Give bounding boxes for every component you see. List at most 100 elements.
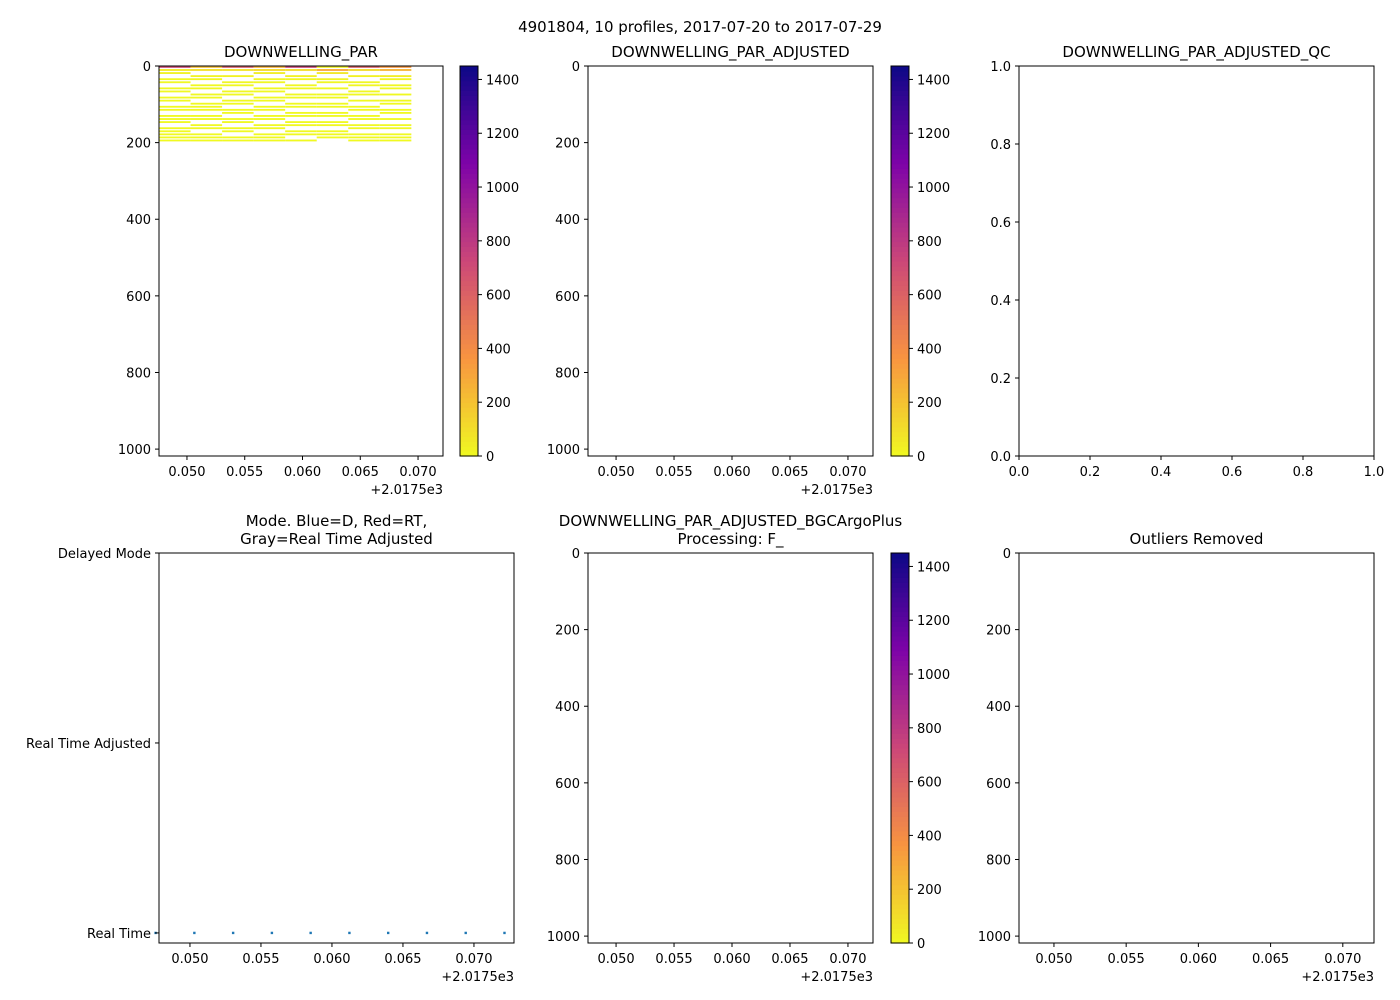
x-tick-label: 0.065 <box>771 465 808 480</box>
data-point <box>309 931 312 935</box>
colorbar-tick-label: 1000 <box>917 668 950 683</box>
colorbar-segment <box>460 183 478 189</box>
colorbar-segment <box>891 679 909 686</box>
colorbar-segment <box>891 387 909 394</box>
heatmap-cell <box>190 84 223 87</box>
colorbar-segment <box>460 275 478 282</box>
colorbar-segment <box>460 343 478 350</box>
heatmap-cell <box>348 127 380 130</box>
heatmap-cell <box>379 136 412 139</box>
colorbar-segment <box>460 353 478 360</box>
colorbar-segment <box>891 153 909 160</box>
colorbar-segment <box>891 378 909 384</box>
heatmap-cell <box>379 93 412 96</box>
colorbar-segment <box>891 660 909 666</box>
axes-title: DOWNWELLING_PAR_ADJUSTED_QC <box>1062 43 1330 62</box>
x-tick-label: 0.065 <box>342 465 379 480</box>
colorbar-segment <box>460 109 478 116</box>
heatmap-cell <box>159 78 191 81</box>
colorbar-segment <box>460 241 478 247</box>
colorbar-segment <box>891 874 909 881</box>
heatmap-cell <box>253 99 286 102</box>
heatmap-cell <box>190 75 223 78</box>
colorbar-segment <box>891 202 909 208</box>
colorbar-segment <box>460 202 478 208</box>
colorbar-segment <box>891 553 909 559</box>
colorbar-segment <box>891 933 909 939</box>
heatmap-cell <box>253 115 286 117</box>
colorbar-segment <box>891 119 909 126</box>
heatmap-cell <box>159 136 191 139</box>
colorbar-segment <box>891 139 909 145</box>
heatmap-cell <box>253 105 286 108</box>
heatmap-cell <box>159 96 191 99</box>
colorbar-segment <box>891 100 909 106</box>
data-point <box>503 931 506 935</box>
colorbar-tick-label: 800 <box>917 722 942 737</box>
colorbar-segment <box>460 192 478 199</box>
colorbar-segment <box>891 592 909 598</box>
colorbar-segment <box>891 402 909 408</box>
heatmap-cell <box>316 81 349 84</box>
colorbar-segment <box>460 100 478 106</box>
heatmap-cell <box>285 115 317 117</box>
colorbar-segment <box>891 582 909 588</box>
colorbar-segment <box>891 280 909 286</box>
heatmap-cell <box>285 69 317 71</box>
heatmap-cell <box>316 93 349 96</box>
axes-par_adj: DOWNWELLING_PAR_ADJUSTED 0.050 0.055 0.060 0… <box>547 43 950 498</box>
colorbar-segment <box>460 207 478 213</box>
heatmap-cell <box>159 121 191 124</box>
colorbar-tick-label: 1000 <box>917 181 950 196</box>
x-tick-label: 0.050 <box>171 952 208 967</box>
colorbar-segment <box>460 119 478 126</box>
heatmap-cell <box>253 72 286 74</box>
y-tick-label: Delayed Mode <box>58 547 151 562</box>
colorbar-segment <box>891 363 909 369</box>
axes-title: DOWNWELLING_PAR <box>224 43 378 62</box>
colorbar-segment <box>891 557 909 564</box>
heatmap-cell <box>316 121 349 124</box>
colorbar-segment <box>460 80 478 87</box>
heatmap-cell <box>316 115 349 117</box>
colorbar-segment <box>891 782 909 788</box>
colorbar-segment <box>891 835 909 842</box>
heatmap-cell <box>222 136 254 139</box>
heatmap-cell <box>159 108 191 111</box>
colorbar-segment <box>460 222 478 228</box>
colorbar-segment <box>460 397 478 403</box>
colorbar-segment <box>891 733 909 739</box>
colorbar-segment <box>891 674 909 681</box>
colorbar-segment <box>460 168 478 174</box>
colorbar-segment <box>460 212 478 218</box>
heatmap-cell <box>190 96 223 99</box>
colorbar-segment <box>891 743 909 749</box>
colorbar-segment <box>891 577 909 583</box>
heatmap-cell <box>190 108 223 111</box>
colorbar-segment <box>891 626 909 632</box>
heatmap-cell <box>253 136 286 139</box>
data-point <box>193 931 196 935</box>
colorbar-segment <box>891 304 909 311</box>
colorbar-segment <box>460 373 478 379</box>
heatmap-cell <box>190 118 223 120</box>
axes-title: DOWNWELLING_PAR_ADJUSTED <box>611 43 849 62</box>
colorbar-segment <box>460 441 478 447</box>
heatmap-cell <box>253 139 286 142</box>
colorbar-segment <box>460 280 478 286</box>
colorbar-segment <box>891 426 909 433</box>
colorbar-segment <box>891 596 909 603</box>
colorbar-segment <box>891 114 909 121</box>
colorbar-segment <box>891 621 909 627</box>
colorbar-segment <box>891 109 909 116</box>
x-tick-label: 0.050 <box>597 465 634 480</box>
colorbar-segment <box>891 645 909 652</box>
y-tick-label: 0 <box>572 547 580 562</box>
axes-mode: Mode. Blue=D, Red=RT,Gray=Real Time Adju… <box>26 512 515 985</box>
y-tick-label: 600 <box>555 290 580 305</box>
colorbar-segment <box>460 348 478 355</box>
colorbar-segment <box>891 762 909 769</box>
colorbar-segment <box>891 694 909 700</box>
heatmap-cell <box>348 66 380 68</box>
axes-frame <box>1018 65 1375 457</box>
